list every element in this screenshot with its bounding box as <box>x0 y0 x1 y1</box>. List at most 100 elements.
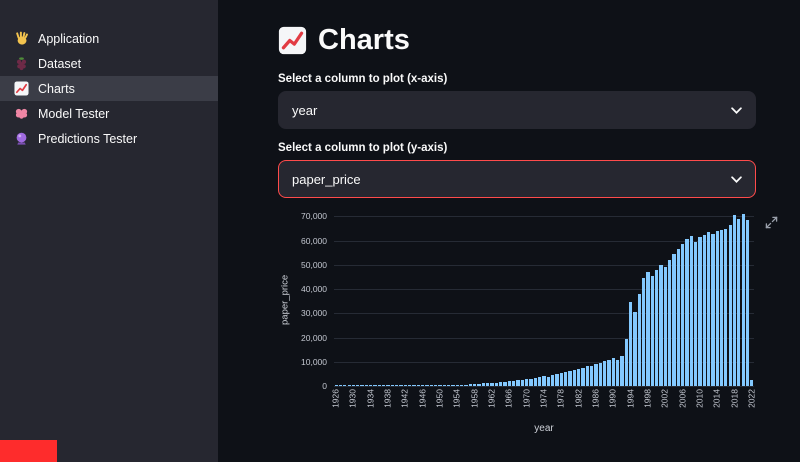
sidebar-item-charts[interactable]: Charts <box>0 76 218 101</box>
y-axis-labels: 0 10,000 20,000 30,000 40,000 50,000 60,000 70,… <box>292 212 334 390</box>
bar <box>641 278 646 386</box>
y-gridline <box>334 386 754 387</box>
chevron-down-icon <box>731 106 742 114</box>
y-gridline <box>334 361 754 363</box>
x-tick-label: 1926 <box>330 389 341 408</box>
x-tick-label: 1982 <box>572 389 583 408</box>
bar <box>438 385 442 386</box>
bar <box>551 375 555 386</box>
bar <box>698 237 702 386</box>
y-gridline <box>334 264 754 266</box>
bar <box>490 382 494 386</box>
x-tick-label: 2010 <box>694 389 705 408</box>
y-axis-select[interactable]: paper_price <box>278 160 756 198</box>
bar <box>724 228 728 386</box>
bar <box>602 361 607 386</box>
y-tick-label: 10,000 <box>301 356 327 367</box>
bar <box>637 293 641 386</box>
bar <box>447 384 451 386</box>
bar <box>564 371 568 386</box>
bar <box>360 385 364 386</box>
y-axis-field: Select a column to plot (y-axis) paper_p… <box>278 142 756 198</box>
y-gridline <box>334 216 754 218</box>
x-tick-label: 2018 <box>728 389 739 408</box>
bar <box>676 249 680 386</box>
bar <box>520 379 524 386</box>
bar <box>741 214 745 386</box>
brain-icon <box>14 106 29 121</box>
y-tick-label: 50,000 <box>301 259 327 270</box>
bar <box>486 383 490 386</box>
bar <box>555 374 559 386</box>
sidebar-item-model-tester[interactable]: Model Tester <box>0 101 218 126</box>
waving-hand-icon <box>14 31 29 46</box>
bar <box>356 385 360 386</box>
bar <box>468 384 473 386</box>
y-axis-title: paper_price <box>279 274 291 326</box>
bar <box>473 383 477 386</box>
bar <box>529 378 533 386</box>
x-axis-select[interactable]: year <box>278 91 756 129</box>
bar <box>399 385 403 386</box>
bar <box>347 385 351 386</box>
grapes-icon <box>14 56 29 71</box>
bar <box>364 385 369 386</box>
bar <box>395 385 399 386</box>
bar <box>680 244 685 386</box>
y-tick-label: 20,000 <box>301 332 327 343</box>
chart-increasing-icon <box>278 26 307 55</box>
bar <box>525 379 529 386</box>
bar <box>503 381 507 386</box>
sidebar: Application Dataset Charts Model Tester Pred… <box>0 0 218 462</box>
bar <box>620 355 624 386</box>
bar <box>581 367 585 386</box>
bar <box>351 385 356 386</box>
bar <box>434 385 438 386</box>
main-content: Charts Select a column to plot (x-axis) … <box>218 0 800 462</box>
bar <box>672 253 676 386</box>
x-tick-label: 1998 <box>642 389 653 408</box>
bar <box>425 385 429 386</box>
bar <box>628 302 633 386</box>
bar <box>538 377 542 386</box>
x-tick-label: 2002 <box>659 389 670 408</box>
bar <box>728 224 732 386</box>
bar <box>719 230 724 386</box>
sidebar-item-label: Charts <box>38 81 75 96</box>
page-title: Charts <box>318 24 410 56</box>
bar <box>663 267 667 386</box>
bar <box>576 368 581 386</box>
bar <box>611 358 615 386</box>
sidebar-item-label: Application <box>38 31 100 46</box>
sidebar-item-predictions-tester[interactable]: Predictions Tester <box>0 126 218 151</box>
page-title-row: Charts <box>278 26 756 55</box>
fullscreen-icon[interactable] <box>760 211 782 233</box>
sidebar-item-application[interactable]: Application <box>0 26 218 51</box>
x-tick-label: 1978 <box>555 389 566 408</box>
bar <box>373 385 377 386</box>
chart-increasing-icon <box>14 81 29 96</box>
sidebar-item-dataset[interactable]: Dataset <box>0 51 218 76</box>
x-tick-label: 1966 <box>503 389 514 408</box>
bar <box>512 380 516 386</box>
x-tick-label: 2014 <box>711 389 722 408</box>
bar <box>369 385 373 386</box>
x-axis-select-value: year <box>292 102 318 118</box>
chart-grid: paper_price 0 10,000 20,000 30,000 40,000 50,… <box>278 212 757 436</box>
bar <box>750 379 754 386</box>
bar <box>568 370 572 386</box>
bar <box>685 239 689 386</box>
x-tick-label: 1974 <box>538 389 549 408</box>
bar <box>421 385 425 386</box>
bar <box>377 385 382 386</box>
sidebar-item-label: Predictions Tester <box>38 131 138 146</box>
bar <box>451 384 455 386</box>
x-tick-label: 1934 <box>365 389 376 408</box>
x-tick-label: 1962 <box>486 389 497 408</box>
bar <box>702 234 706 386</box>
bar <box>455 384 460 386</box>
bar <box>386 385 390 386</box>
bar <box>390 385 395 386</box>
bar <box>403 385 408 386</box>
x-tick-label: 1954 <box>451 389 462 408</box>
